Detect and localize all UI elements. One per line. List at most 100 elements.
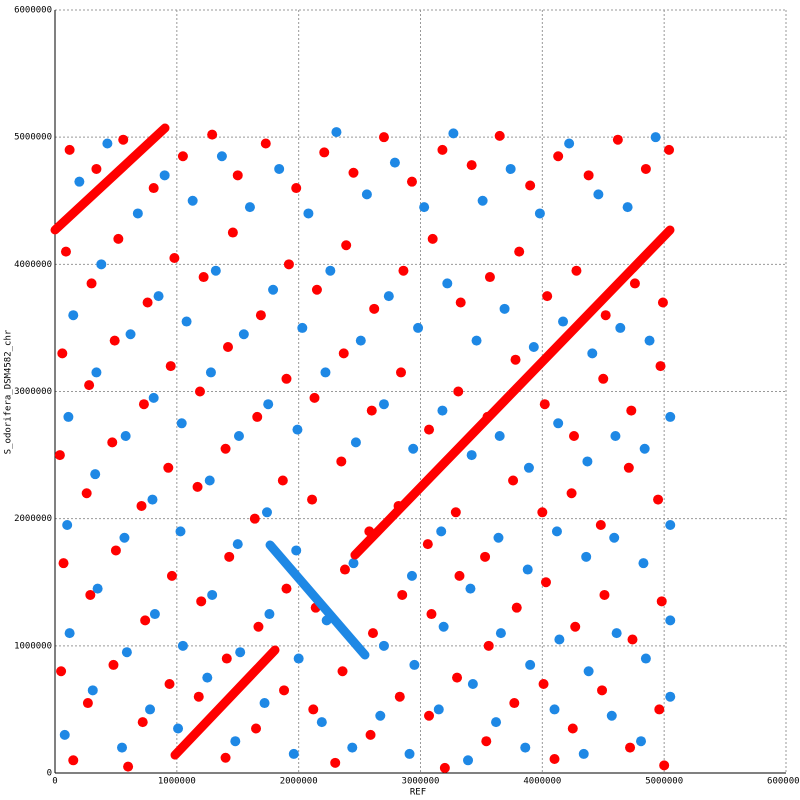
point [654, 704, 665, 715]
point [123, 761, 134, 772]
point [64, 144, 75, 155]
point [650, 132, 661, 143]
point [463, 755, 474, 766]
point [87, 685, 98, 696]
point [119, 532, 130, 543]
point [495, 628, 506, 639]
point [319, 147, 330, 158]
point [132, 208, 143, 219]
point [138, 399, 149, 410]
y-tick-label: 1000000 [14, 641, 52, 651]
y-axis-label: S_odorifera_DSM4582_chr [4, 329, 14, 454]
point [419, 202, 430, 213]
point [494, 431, 505, 442]
alignment [265, 540, 370, 660]
alignment [350, 225, 675, 560]
y-tick-label: 6000000 [14, 6, 52, 16]
point [396, 367, 407, 378]
point [657, 297, 668, 308]
point [656, 596, 667, 607]
point [438, 621, 449, 632]
point [227, 227, 238, 238]
x-tick-label: 0 [52, 777, 57, 787]
point [439, 762, 450, 773]
point [494, 130, 505, 141]
point [610, 431, 621, 442]
point [320, 367, 331, 378]
point [595, 520, 606, 531]
point [636, 736, 647, 747]
point [147, 494, 158, 505]
point [86, 278, 97, 289]
point [92, 583, 103, 594]
point [81, 488, 92, 499]
point [499, 303, 510, 314]
point [491, 717, 502, 728]
point [587, 348, 598, 359]
point [113, 233, 124, 244]
point [350, 437, 361, 448]
point [389, 157, 400, 168]
point [348, 558, 359, 569]
point [394, 691, 405, 702]
point [148, 183, 159, 194]
point [62, 520, 73, 531]
y-tick-label: 2000000 [14, 514, 52, 524]
point [181, 316, 192, 327]
point [220, 752, 231, 763]
point [235, 647, 246, 658]
point [540, 577, 551, 588]
point [194, 386, 205, 397]
point [96, 259, 107, 270]
point [597, 685, 608, 696]
point [148, 392, 159, 403]
point [450, 507, 461, 518]
point [542, 291, 553, 302]
point [611, 628, 622, 639]
point [558, 316, 569, 327]
x-tick-label: 1000000 [158, 777, 196, 787]
point [149, 609, 160, 620]
point [307, 494, 318, 505]
point [205, 367, 216, 378]
point [471, 335, 482, 346]
point [465, 583, 476, 594]
point [665, 520, 676, 531]
point [484, 272, 495, 283]
point [511, 602, 522, 613]
point [238, 329, 249, 340]
point [56, 666, 67, 677]
point [369, 303, 380, 314]
point [74, 176, 85, 187]
point [233, 431, 244, 442]
point [108, 659, 119, 670]
point [341, 240, 352, 251]
point [408, 443, 419, 454]
point [251, 723, 262, 734]
point [571, 265, 582, 276]
point [309, 392, 320, 403]
point [153, 291, 164, 302]
point [514, 246, 525, 257]
point [253, 621, 264, 632]
point [274, 163, 285, 174]
point [142, 297, 153, 308]
point [537, 507, 548, 518]
point [659, 760, 670, 771]
point [655, 361, 666, 372]
x-axis-label: REF [410, 788, 426, 798]
point [221, 653, 232, 664]
point [107, 437, 118, 448]
point [598, 373, 609, 384]
point [288, 748, 299, 759]
point [640, 163, 651, 174]
point [164, 678, 175, 689]
point [505, 163, 516, 174]
point [570, 621, 581, 632]
point [493, 532, 504, 543]
point [331, 127, 342, 138]
point [207, 589, 218, 600]
point [207, 129, 218, 140]
point [644, 335, 655, 346]
point [140, 615, 151, 626]
